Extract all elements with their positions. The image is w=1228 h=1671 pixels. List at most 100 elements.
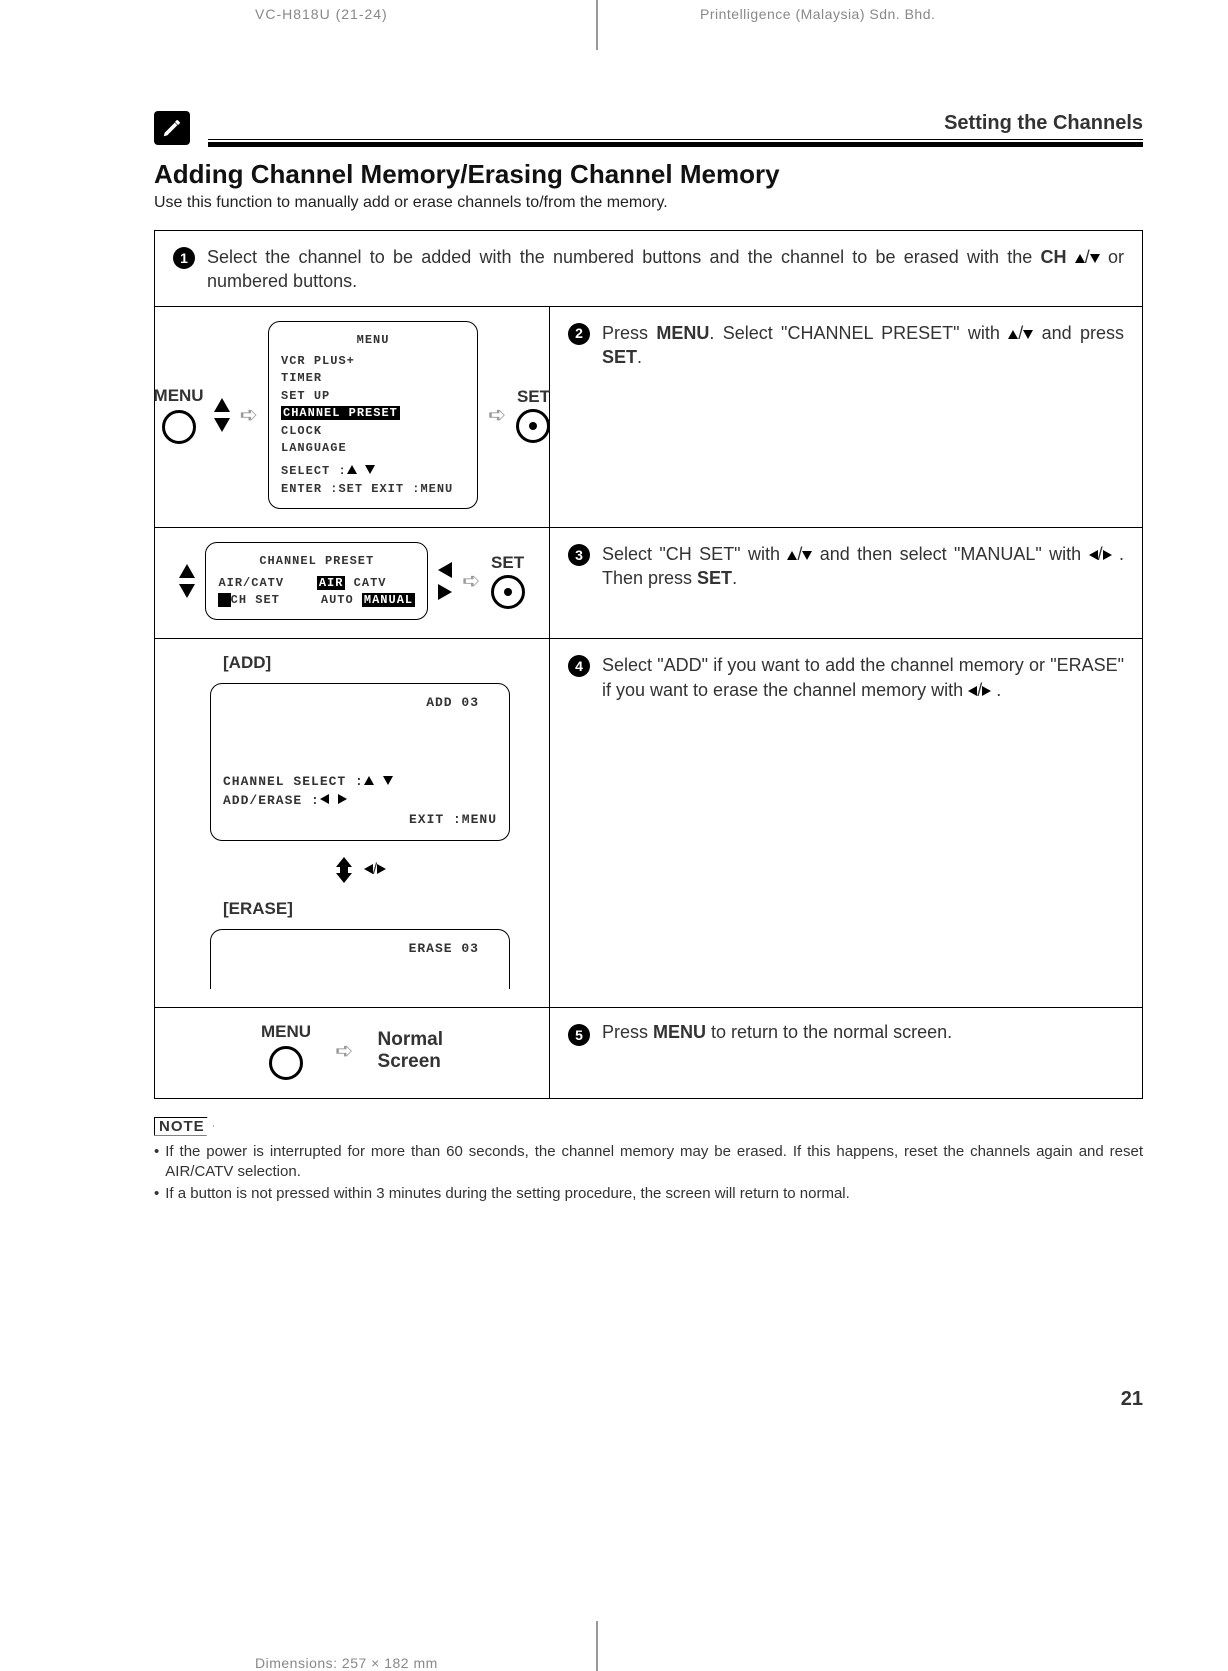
toggle-icon <box>334 857 354 883</box>
set-button[interactable]: SET <box>516 387 550 443</box>
step-2-controls: MENU ➪ MENU VCR PLUS+ TIMER SET UP <box>154 321 551 510</box>
triangle-right-icon <box>982 686 991 696</box>
page-number: 21 <box>1121 1388 1143 1411</box>
erase-label: [ERASE] <box>223 899 293 919</box>
set-button[interactable]: SET <box>491 553 525 609</box>
toggle-row: / <box>334 857 386 883</box>
triangle-left-icon <box>1089 550 1098 560</box>
step-5-left: MENU ➪ Normal Screen <box>155 1008 550 1098</box>
flow-arrow-icon: ➪ <box>240 402 258 428</box>
set-button-circle <box>491 575 525 609</box>
step-5-right: 5 Press MENU to return to the normal scr… <box>550 1008 1142 1098</box>
osd-line: TIMER <box>281 370 465 387</box>
osd-row: AIR/CATV AIR CATV <box>218 575 415 592</box>
divider-thin <box>208 139 1143 140</box>
step-3-left: CHANNEL PRESET AIR/CATV AIR CATV CH SET … <box>155 528 550 638</box>
crop-mark <box>596 1621 598 1671</box>
step-5-text: Press MENU to return to the normal scree… <box>602 1022 952 1043</box>
step-1-text: Select the channel to be added with the … <box>207 245 1124 294</box>
step-num-2: 2 <box>568 323 590 345</box>
up-down-arrows[interactable] <box>214 398 230 432</box>
section-title-block: Setting the Channels <box>208 112 1143 147</box>
osd-erase-line: ERASE 03 <box>223 940 497 959</box>
osd-line: ADD/ERASE : <box>223 792 497 811</box>
left-right-arrows[interactable] <box>438 562 452 600</box>
osd-selected: CHANNEL PRESET <box>281 406 400 420</box>
osd-line: VCR PLUS+ <box>281 353 465 370</box>
osd-line: ENTER :SET EXIT :MENU <box>281 481 465 498</box>
osd-line: CHANNEL SELECT : <box>223 773 497 792</box>
triangle-up-icon <box>214 398 230 412</box>
flow-arrow-icon: ➪ <box>462 568 480 594</box>
menu-button[interactable]: MENU <box>261 1022 311 1080</box>
step-3-right: 3 Select "CH SET" with / and then select… <box>550 528 1142 638</box>
step-2-text: Press MENU. Select "CHANNEL PRESET" with… <box>602 321 1124 370</box>
ch-label: CH <box>1041 247 1067 267</box>
dimensions-label: Dimensions: 257 × 182 mm <box>255 1655 438 1671</box>
lead-text: Use this function to manually add or era… <box>154 194 1143 212</box>
triangle-down-icon <box>1023 330 1033 339</box>
step-row-1: 1 Select the channel to be added with th… <box>155 231 1142 307</box>
flow-arrow-icon: ➪ <box>335 1038 353 1064</box>
step-2-right: 2 Press MENU. Select "CHANNEL PRESET" wi… <box>550 307 1142 528</box>
note-item: •If a button is not pressed within 3 min… <box>154 1184 1143 1204</box>
osd-cp-title: CHANNEL PRESET <box>218 553 415 570</box>
set-button-label: SET <box>491 553 524 573</box>
step-2-left: MENU ➪ MENU VCR PLUS+ TIMER SET UP <box>155 307 550 528</box>
osd-line: CHANNEL PRESET <box>281 405 465 422</box>
step-row-2: MENU ➪ MENU VCR PLUS+ TIMER SET UP <box>155 307 1142 529</box>
triangle-up-icon <box>1008 330 1018 339</box>
step-4-left: [ADD] ADD 03 CHANNEL SELECT : ADD/ERASE … <box>155 639 550 1006</box>
triangle-left-icon <box>438 562 452 578</box>
triangle-down-icon <box>802 551 812 560</box>
lr-icons: / <box>364 861 386 879</box>
section-header: Setting the Channels <box>154 112 1143 147</box>
triangle-left-icon <box>364 864 373 874</box>
up-down-arrows[interactable] <box>179 564 195 598</box>
osd-line: LANGUAGE <box>281 440 465 457</box>
notes-list: •If the power is interrupted for more th… <box>154 1142 1143 1205</box>
osd-line: SELECT : <box>281 463 465 480</box>
print-header: VC-H818U (21-24) Printelligence (Malaysi… <box>0 0 1228 16</box>
step-row-4: [ADD] ADD 03 CHANNEL SELECT : ADD/ERASE … <box>155 639 1142 1007</box>
osd-line: SET UP <box>281 388 465 405</box>
step-num-5: 5 <box>568 1024 590 1046</box>
triangle-down-icon <box>179 584 195 598</box>
page: VC-H818U (21-24) Printelligence (Malaysi… <box>0 0 1228 1671</box>
normal-screen-label: Normal Screen <box>378 1029 443 1073</box>
section-label: Setting the Channels <box>208 112 1143 135</box>
osd-menu: MENU VCR PLUS+ TIMER SET UP CHANNEL PRES… <box>268 321 478 510</box>
menu-button[interactable]: MENU <box>154 386 204 444</box>
osd-line: CLOCK <box>281 423 465 440</box>
osd-add: ADD 03 CHANNEL SELECT : ADD/ERASE : EXIT… <box>210 683 510 840</box>
header-left: VC-H818U (21-24) <box>255 6 388 22</box>
steps-table: 1 Select the channel to be added with th… <box>154 230 1143 1099</box>
osd-row: CH SET AUTO MANUAL <box>218 592 415 609</box>
note-item: •If the power is interrupted for more th… <box>154 1142 1143 1183</box>
step-num-4: 4 <box>568 655 590 677</box>
set-button-circle <box>516 409 550 443</box>
divider-thick <box>208 142 1143 147</box>
triangle-right-icon <box>377 864 386 874</box>
header-right: Printelligence (Malaysia) Sdn. Bhd. <box>700 6 935 22</box>
flow-arrow-icon: ➪ <box>488 402 506 428</box>
triangle-right-icon <box>1103 550 1112 560</box>
step-1-a: Select the channel to be added with the … <box>207 247 1041 267</box>
triangle-up-icon <box>179 564 195 578</box>
osd-menu-title: MENU <box>281 332 465 349</box>
note-tag: NOTE <box>154 1117 214 1136</box>
set-button-label: SET <box>517 387 550 407</box>
step-3-text: Select "CH SET" with / and then select "… <box>602 542 1124 591</box>
notes-section: NOTE •If the power is interrupted for mo… <box>154 1117 1143 1205</box>
step-row-5: MENU ➪ Normal Screen 5 Press MENU to ret… <box>155 1008 1142 1098</box>
step-3-controls: CHANNEL PRESET AIR/CATV AIR CATV CH SET … <box>179 542 524 620</box>
content-area: Setting the Channels Adding Channel Memo… <box>154 112 1143 1206</box>
step-4-right: 4 Select "ADD" if you want to add the ch… <box>550 639 1142 1006</box>
triangle-left-icon <box>968 686 977 696</box>
osd-channel-preset: CHANNEL PRESET AIR/CATV AIR CATV CH SET … <box>205 542 428 620</box>
triangle-up-icon <box>1075 254 1085 263</box>
menu-button-label: MENU <box>261 1022 311 1042</box>
page-title: Adding Channel Memory/Erasing Channel Me… <box>154 159 1143 190</box>
step-num-3: 3 <box>568 544 590 566</box>
add-label: [ADD] <box>223 653 271 673</box>
